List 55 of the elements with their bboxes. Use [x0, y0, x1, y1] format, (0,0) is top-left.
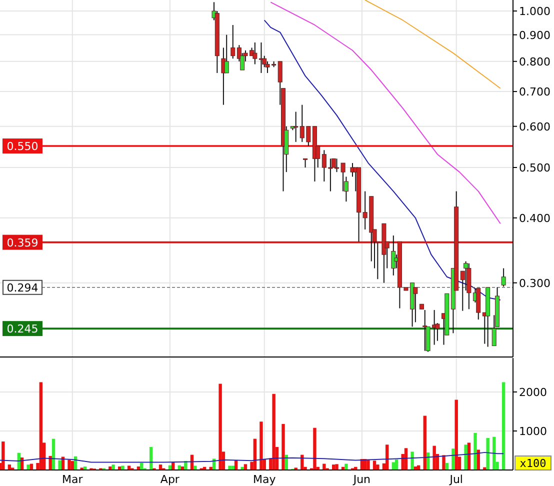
bar — [218, 384, 222, 470]
x-tick-label: Jun — [352, 473, 371, 486]
y-axis-title: x100 — [520, 457, 546, 470]
x-tick-label: Jul — [448, 473, 463, 486]
y-tick-label: 1000 — [519, 424, 547, 438]
candlestick — [294, 111, 298, 142]
bar — [502, 382, 506, 470]
y-tick-label: 0.300 — [519, 276, 550, 290]
y-tick-label: 2000 — [519, 386, 547, 399]
candlestick — [344, 176, 348, 202]
y-tick-label: 0.800 — [519, 55, 550, 68]
y-tick-label: 0.500 — [519, 162, 550, 175]
bar — [464, 444, 468, 470]
candlestick — [501, 268, 506, 288]
ref-line-label: 0.294 — [6, 281, 38, 294]
bar — [454, 400, 458, 470]
bar — [228, 466, 232, 470]
ref-line-label: 0.550 — [6, 140, 38, 153]
bar — [474, 432, 477, 470]
bar — [121, 466, 124, 470]
bar — [282, 424, 285, 470]
bar — [486, 438, 490, 470]
y-tick-label: 1.000 — [519, 5, 550, 18]
bar — [442, 455, 446, 470]
candlestick — [230, 24, 236, 60]
x-tick-label: Mar — [62, 473, 84, 486]
bar — [376, 464, 380, 470]
line-series — [364, 0, 501, 89]
candlestick — [413, 286, 418, 323]
y-tick-label: 0.400 — [519, 212, 550, 225]
bar — [335, 464, 338, 470]
bar — [423, 416, 426, 470]
bar — [392, 462, 396, 470]
bar — [322, 464, 326, 470]
candlestick — [391, 234, 396, 276]
bar — [372, 460, 376, 470]
y-tick-label: 0.900 — [519, 28, 550, 42]
bar — [366, 459, 370, 470]
bar — [313, 428, 316, 470]
bar — [452, 448, 455, 470]
bar — [344, 464, 348, 470]
candlestick — [224, 34, 229, 74]
y-tick-label: 0.700 — [519, 86, 550, 99]
x-tick-label: Apr — [160, 473, 180, 486]
line-series — [270, 2, 501, 224]
ref-line-label: 0.359 — [6, 236, 38, 250]
bar — [410, 452, 414, 470]
x-tick-label: May — [252, 473, 276, 486]
bar — [272, 394, 276, 470]
bar — [260, 422, 263, 470]
bar — [432, 446, 436, 470]
candlestick — [422, 309, 428, 352]
y-tick-label: 0.600 — [519, 120, 550, 134]
bar — [112, 464, 115, 470]
ref-line-label: 0.245 — [6, 322, 38, 336]
